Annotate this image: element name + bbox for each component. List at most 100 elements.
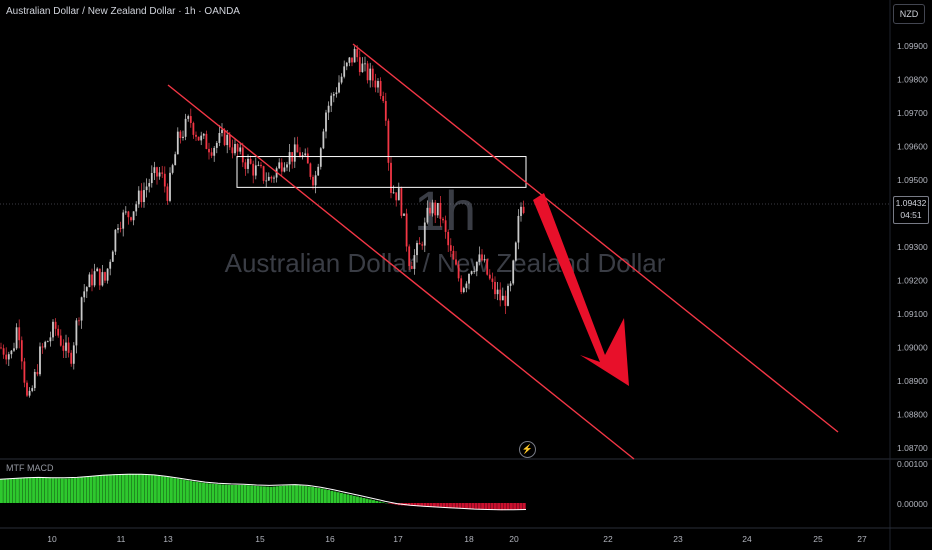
candle-body	[98, 268, 101, 286]
macd-bar	[22, 477, 26, 503]
macd-bar	[25, 477, 29, 503]
candle-body	[270, 176, 273, 179]
candle-body	[148, 183, 151, 187]
macd-bar	[83, 477, 87, 503]
candle-body	[104, 272, 106, 281]
time-tick-label: 24	[742, 534, 752, 544]
candle-body	[501, 295, 504, 301]
price-tick-label: 1.09600	[897, 142, 928, 152]
macd-bar	[6, 478, 10, 503]
time-tick-label: 22	[603, 534, 613, 544]
candle-body	[0, 347, 2, 349]
candle-body	[114, 229, 117, 252]
candle-body	[353, 48, 356, 63]
candle-body	[260, 164, 262, 167]
candle-body	[293, 144, 296, 162]
macd-bar	[19, 478, 23, 503]
macd-bar	[301, 485, 305, 503]
bar-countdown: 04:51	[900, 210, 922, 220]
macd-bar	[102, 474, 106, 503]
candle-body	[351, 57, 353, 63]
macd-bar	[32, 477, 35, 503]
macd-bar	[208, 483, 212, 503]
macd-bar	[125, 473, 128, 503]
candle-body	[371, 68, 374, 81]
macd-bar	[141, 474, 145, 503]
price-axis[interactable]: 1.09900 1.09800 1.09700 1.09600 1.09500 1.093…	[897, 41, 928, 509]
macd-bar	[76, 477, 80, 503]
candle-body	[143, 190, 145, 203]
candle-body	[36, 371, 39, 375]
channel-lower-line	[167, 84, 635, 460]
candle-body	[62, 345, 65, 351]
candle-body	[319, 148, 322, 167]
candle-body	[122, 212, 125, 229]
macd-bar	[509, 503, 513, 510]
macd-bar	[186, 480, 189, 503]
candle-body	[335, 92, 338, 95]
candle-body	[522, 206, 525, 213]
candle-body	[429, 207, 431, 214]
macd-bar	[279, 485, 282, 503]
candle-body	[109, 261, 112, 269]
macd-indicator-label[interactable]: MTF MACD	[6, 463, 54, 473]
candle-body	[91, 274, 93, 286]
time-tick-label: 16	[325, 534, 335, 544]
macd-bar	[407, 503, 411, 506]
candle-body	[387, 120, 390, 163]
candle-body	[239, 147, 242, 152]
currency-badge[interactable]: NZD	[893, 4, 925, 24]
candle-body	[130, 217, 132, 221]
channel-upper-line	[352, 43, 839, 433]
time-tick-label: 18	[464, 534, 474, 544]
candle-body	[218, 133, 221, 143]
last-price-value: 1.09432	[895, 198, 927, 208]
candle-body	[192, 122, 195, 135]
macd-bar	[426, 503, 430, 507]
candle-body	[338, 82, 340, 93]
candle-body	[83, 291, 86, 298]
drawing-layer[interactable]	[167, 43, 839, 460]
candle-body	[288, 152, 291, 165]
candle-body	[369, 68, 372, 81]
candle-body	[384, 101, 387, 121]
candle-body	[26, 382, 28, 396]
time-axis[interactable]: 10 11 13 15 16 17 18 20 22 23 24 25 27	[47, 534, 867, 544]
candle-body	[80, 297, 83, 321]
candle-body	[280, 162, 283, 172]
macd-bar	[179, 479, 183, 503]
candle-body	[447, 231, 450, 246]
macd-bar	[253, 485, 257, 503]
candle-body	[189, 116, 192, 123]
lightning-icon[interactable]: ⚡	[519, 441, 536, 458]
candle-body	[356, 48, 359, 58]
candle-body	[377, 81, 379, 88]
candle-body	[153, 167, 156, 174]
macd-bar	[227, 484, 231, 503]
macd-bar	[388, 503, 391, 504]
time-tick-label: 27	[857, 534, 867, 544]
macd-bar	[352, 495, 356, 503]
candle-body	[182, 136, 184, 139]
candle-body	[169, 172, 171, 201]
time-tick-label: 25	[813, 534, 823, 544]
macd-bar	[131, 473, 135, 503]
macd-bar	[211, 483, 215, 503]
macd-bar	[134, 474, 138, 503]
candle-body	[57, 328, 60, 336]
macd-bar	[0, 479, 3, 503]
macd-bar	[522, 503, 526, 510]
candle-body	[449, 245, 452, 251]
macd-bar	[93, 476, 96, 503]
candle-body	[132, 211, 135, 221]
candle-body	[31, 388, 34, 391]
macd-bar	[275, 486, 279, 503]
macd-bar	[44, 477, 48, 503]
macd-bar	[339, 492, 343, 503]
macd-bar	[506, 503, 510, 511]
candle-body	[382, 96, 385, 102]
candle-body	[257, 164, 260, 166]
candle-body	[93, 271, 96, 286]
macd-bar	[12, 478, 16, 503]
